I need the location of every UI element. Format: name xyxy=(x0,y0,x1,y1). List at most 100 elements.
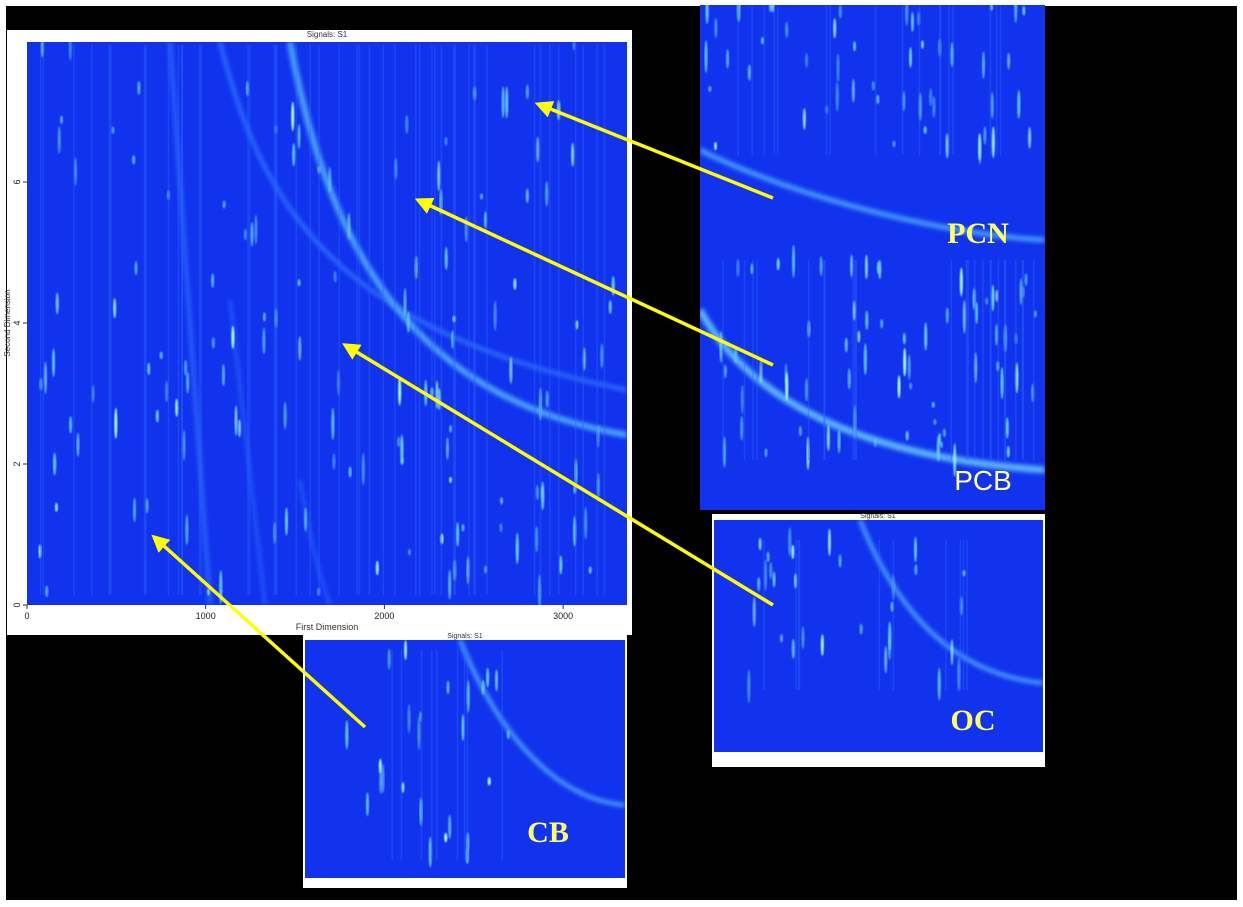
peak xyxy=(347,213,350,240)
peak xyxy=(753,597,756,627)
peak xyxy=(76,433,79,457)
inset-label: CB xyxy=(527,816,569,849)
peak xyxy=(292,143,295,166)
peak xyxy=(437,161,440,192)
peak xyxy=(821,634,824,656)
inset-title: Signals: S1 xyxy=(447,633,483,640)
peak xyxy=(69,416,72,433)
main-title: Signals: S1 xyxy=(307,30,348,39)
peak xyxy=(827,425,830,451)
y-tick-label: 2 xyxy=(12,461,22,466)
peak xyxy=(461,524,464,532)
peak xyxy=(909,47,912,67)
peak xyxy=(903,333,906,345)
peak xyxy=(836,82,839,112)
peak xyxy=(799,426,802,436)
peak xyxy=(864,343,867,375)
peak xyxy=(878,260,881,279)
peak xyxy=(222,364,225,386)
inset-label: PCB xyxy=(954,465,1012,496)
peak xyxy=(792,639,795,659)
peak xyxy=(872,81,875,91)
peak xyxy=(785,372,788,401)
peak xyxy=(857,331,860,343)
peak xyxy=(137,81,140,95)
peak xyxy=(207,589,210,596)
peak xyxy=(446,681,449,695)
peak xyxy=(113,298,116,318)
peak xyxy=(185,515,188,545)
peak xyxy=(328,167,331,193)
peak xyxy=(777,258,780,270)
peak xyxy=(156,410,159,423)
peak xyxy=(874,438,877,448)
peak xyxy=(1028,127,1031,149)
peak xyxy=(488,777,491,786)
peak xyxy=(449,425,452,433)
peak xyxy=(408,549,411,556)
peak xyxy=(571,143,574,167)
peak xyxy=(724,365,727,378)
peak xyxy=(231,326,234,349)
peak xyxy=(546,391,549,408)
peak xyxy=(345,720,348,749)
peak xyxy=(526,85,529,100)
peak xyxy=(719,331,722,362)
peak xyxy=(401,457,404,463)
peak xyxy=(407,312,410,333)
peak xyxy=(589,566,592,574)
peak xyxy=(736,259,739,277)
peak xyxy=(836,53,839,81)
peak xyxy=(304,508,307,532)
peak xyxy=(978,133,981,164)
peak xyxy=(494,301,497,331)
peak xyxy=(1007,446,1010,458)
peak xyxy=(828,528,831,556)
peak xyxy=(801,626,804,649)
peak xyxy=(609,300,612,314)
peak xyxy=(708,86,711,92)
peak xyxy=(924,126,927,134)
peak xyxy=(833,18,836,38)
peak xyxy=(262,328,265,355)
peak xyxy=(740,416,743,441)
peak xyxy=(848,368,851,389)
peak xyxy=(417,717,420,750)
peak xyxy=(903,348,906,377)
peak xyxy=(985,297,988,305)
peak xyxy=(499,523,502,532)
peak xyxy=(284,402,287,430)
peak xyxy=(748,64,751,80)
peak xyxy=(914,564,917,575)
peak xyxy=(1006,417,1009,438)
peak xyxy=(254,215,257,244)
peak xyxy=(914,537,917,563)
peak xyxy=(950,639,953,665)
peak xyxy=(982,51,985,79)
inset-label: OC xyxy=(951,704,996,737)
peak xyxy=(165,381,168,403)
peak xyxy=(285,507,288,535)
peak xyxy=(888,622,891,651)
peak xyxy=(932,96,935,118)
peak xyxy=(348,466,351,477)
peak xyxy=(60,116,63,124)
peak xyxy=(859,624,862,635)
peak xyxy=(334,271,337,282)
peak xyxy=(880,319,883,328)
peak xyxy=(147,363,150,375)
peak xyxy=(791,545,794,559)
peak xyxy=(757,577,760,591)
peak xyxy=(332,453,335,469)
peak xyxy=(444,137,447,146)
peak xyxy=(222,200,225,208)
peak xyxy=(788,527,791,556)
y-tick-label: 4 xyxy=(12,320,22,325)
peak xyxy=(792,245,795,278)
peak xyxy=(938,668,941,701)
peak xyxy=(500,497,503,504)
peak xyxy=(486,668,489,687)
peak xyxy=(714,142,717,150)
peak xyxy=(820,256,823,276)
peak xyxy=(291,102,294,131)
